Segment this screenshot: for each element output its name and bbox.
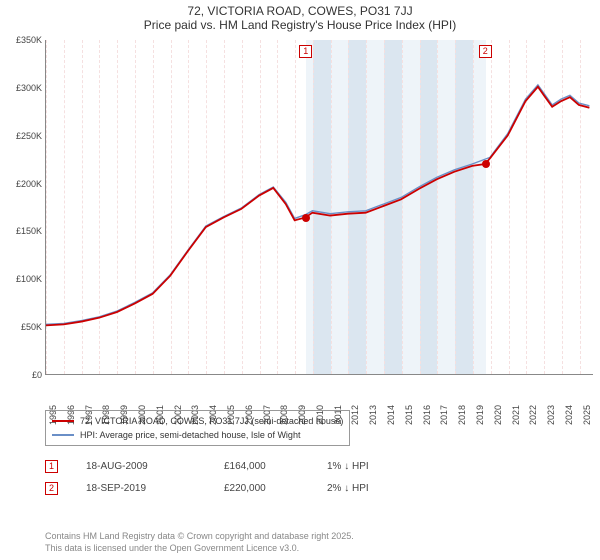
y-tick-label: £250K <box>16 131 42 141</box>
y-tick-label: £200K <box>16 179 42 189</box>
x-tick-label: 2015 <box>404 405 414 425</box>
x-tick-label: 2012 <box>350 405 360 425</box>
y-tick-label: £50K <box>21 322 42 332</box>
y-tick-label: £300K <box>16 83 42 93</box>
x-tick-label: 2024 <box>564 405 574 425</box>
title-block: 72, VICTORIA ROAD, COWES, PO31 7JJ Price… <box>0 0 600 32</box>
y-tick-label: £350K <box>16 35 42 45</box>
plot-area: 12 <box>45 40 593 375</box>
y-tick-label: £0 <box>32 370 42 380</box>
series-hpi <box>46 85 589 324</box>
x-tick-label: 2020 <box>493 405 503 425</box>
sale-marker-box: 1 <box>299 45 312 58</box>
sale-vs-hpi: 2% ↓ HPI <box>327 483 417 494</box>
legend-swatch <box>52 420 74 422</box>
legend-row: 72, VICTORIA ROAD, COWES, PO31 7JJ (semi… <box>52 414 343 428</box>
x-tick-label: 2025 <box>582 405 592 425</box>
x-tick-label: 2017 <box>439 405 449 425</box>
sales-row: 1 18-AUG-2009 £164,000 1% ↓ HPI <box>45 455 417 477</box>
footer-line1: Contains HM Land Registry data © Crown c… <box>45 530 354 542</box>
legend-row: HPI: Average price, semi-detached house,… <box>52 428 343 442</box>
footer-line2: This data is licensed under the Open Gov… <box>45 542 354 554</box>
y-tick-label: £100K <box>16 274 42 284</box>
x-tick-label: 2013 <box>368 405 378 425</box>
sales-row: 2 18-SEP-2019 £220,000 2% ↓ HPI <box>45 477 417 499</box>
x-tick-label: 2022 <box>528 405 538 425</box>
legend-swatch <box>52 434 74 436</box>
x-tick-label: 2019 <box>475 405 485 425</box>
sale-dot <box>302 214 310 222</box>
series-svg <box>46 40 593 374</box>
sale-price: £220,000 <box>224 483 299 494</box>
x-tick-label: 2018 <box>457 405 467 425</box>
sale-date: 18-SEP-2019 <box>86 483 196 494</box>
sale-marker-box: 2 <box>479 45 492 58</box>
legend: 72, VICTORIA ROAD, COWES, PO31 7JJ (semi… <box>45 410 350 446</box>
series-subject <box>46 87 589 326</box>
title-address: 72, VICTORIA ROAD, COWES, PO31 7JJ <box>0 4 600 18</box>
chart-container: 72, VICTORIA ROAD, COWES, PO31 7JJ Price… <box>0 0 600 560</box>
title-subtitle: Price paid vs. HM Land Registry's House … <box>0 18 600 32</box>
x-tick-label: 2014 <box>386 405 396 425</box>
sales-table: 1 18-AUG-2009 £164,000 1% ↓ HPI 2 18-SEP-2019… <box>45 455 417 499</box>
sale-index-box: 1 <box>45 460 58 473</box>
sale-dot <box>482 160 490 168</box>
x-tick-label: 2021 <box>511 405 521 425</box>
legend-label: HPI: Average price, semi-detached house,… <box>80 428 300 442</box>
y-tick-label: £150K <box>16 226 42 236</box>
legend-label: 72, VICTORIA ROAD, COWES, PO31 7JJ (semi… <box>80 414 343 428</box>
footer: Contains HM Land Registry data © Crown c… <box>45 530 354 554</box>
x-tick-label: 2016 <box>422 405 432 425</box>
sale-price: £164,000 <box>224 461 299 472</box>
sale-vs-hpi: 1% ↓ HPI <box>327 461 417 472</box>
sale-date: 18-AUG-2009 <box>86 461 196 472</box>
x-tick-label: 2023 <box>546 405 556 425</box>
sale-index-box: 2 <box>45 482 58 495</box>
